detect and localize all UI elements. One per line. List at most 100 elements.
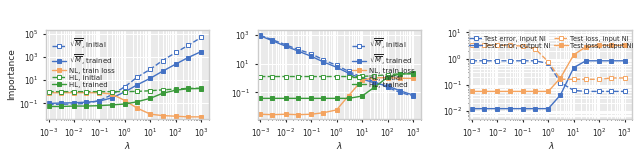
Test error, output NI	[493, 108, 501, 110]
NL, train loss	[333, 109, 340, 111]
Test error, output NI	[545, 108, 552, 110]
$\sqrt{\overline{M}}$, initial	[108, 94, 115, 96]
Test error, input NI	[468, 60, 476, 62]
Test error, input NI	[519, 60, 527, 62]
Test loss, output NI	[506, 90, 513, 92]
Line: HL, initial: HL, initial	[259, 71, 415, 78]
NL, train loss	[371, 77, 378, 79]
NL, train loss	[45, 92, 52, 94]
Line: Test error, output NI: Test error, output NI	[470, 59, 627, 111]
$\sqrt{\overline{M}}$, trained	[396, 90, 403, 92]
$\sqrt{\overline{M}}$, initial	[294, 48, 301, 50]
$\sqrt{\overline{M}}$, trained	[294, 50, 301, 52]
HL, trained	[172, 89, 180, 91]
HL, initial	[383, 74, 391, 76]
Test error, output NI	[570, 67, 577, 69]
NL, train loss	[184, 116, 192, 118]
$\sqrt{\overline{M}}$, initial	[45, 104, 52, 105]
Test error, input NI	[621, 90, 628, 92]
$\sqrt{\overline{M}}$, initial	[307, 53, 315, 55]
Test error, output NI	[621, 60, 628, 62]
Test error, output NI	[519, 108, 527, 110]
NL, train loss	[307, 113, 315, 115]
$\sqrt{\overline{M}}$, trained	[197, 51, 205, 52]
HL, initial	[269, 76, 276, 77]
HL, trained	[133, 101, 141, 103]
NL, train loss	[70, 92, 78, 94]
Test loss, input NI	[557, 78, 564, 80]
HL, trained	[70, 105, 78, 107]
NL, train loss	[294, 114, 301, 116]
NL, train loss	[257, 113, 264, 115]
Test error, input NI	[545, 62, 552, 64]
$\sqrt{\overline{M}}$, initial	[121, 86, 129, 88]
NL, train loss	[383, 77, 391, 79]
Test loss, output NI	[480, 90, 488, 92]
Legend: Test error, input NI, Test error, output NI, Test loss, input NI, Test loss, out: Test error, input NI, Test error, output…	[467, 33, 636, 51]
Test loss, output NI	[531, 90, 539, 92]
X-axis label: $\lambda$: $\lambda$	[124, 140, 131, 151]
$\sqrt{\overline{M}}$, trained	[147, 77, 154, 79]
NL, train loss	[282, 113, 289, 115]
NL, train loss	[159, 115, 166, 117]
Test loss, output NI	[570, 54, 577, 56]
Test error, input NI	[595, 90, 603, 92]
NL, train loss	[269, 114, 276, 116]
HL, initial	[257, 76, 264, 77]
$\sqrt{\overline{M}}$, initial	[133, 76, 141, 78]
$\sqrt{\overline{M}}$, initial	[383, 86, 391, 88]
$\sqrt{\overline{M}}$, trained	[257, 35, 264, 37]
Test error, input NI	[570, 90, 577, 91]
Test loss, input NI	[506, 44, 513, 46]
HL, trained	[257, 97, 264, 99]
NL, train loss	[57, 92, 65, 94]
$\sqrt{\overline{M}}$, trained	[133, 84, 141, 86]
Line: HL, trained: HL, trained	[259, 72, 415, 100]
$\sqrt{\overline{M}}$, initial	[358, 76, 366, 78]
HL, trained	[45, 106, 52, 107]
Line: NL, train loss: NL, train loss	[259, 76, 415, 117]
HL, initial	[396, 73, 403, 75]
HL, initial	[307, 76, 315, 77]
HL, initial	[57, 91, 65, 93]
Test loss, input NI	[545, 61, 552, 63]
Test loss, output NI	[595, 44, 603, 46]
$\sqrt{\overline{M}}$, trained	[57, 102, 65, 104]
$\sqrt{\overline{M}}$, initial	[197, 36, 205, 38]
$\sqrt{\overline{M}}$, trained	[95, 100, 103, 102]
$\sqrt{\overline{M}}$, trained	[319, 61, 327, 63]
$\sqrt{\overline{M}}$, initial	[172, 52, 180, 53]
HL, trained	[319, 97, 327, 99]
HL, trained	[147, 97, 154, 99]
$\sqrt{\overline{M}}$, initial	[396, 91, 403, 93]
Test loss, input NI	[531, 48, 539, 50]
Test loss, input NI	[582, 78, 589, 80]
Test loss, input NI	[480, 44, 488, 46]
HL, trained	[121, 103, 129, 105]
$\sqrt{\overline{M}}$, trained	[45, 103, 52, 104]
$\sqrt{\overline{M}}$, trained	[282, 45, 289, 47]
HL, initial	[184, 87, 192, 89]
HL, initial	[197, 87, 205, 89]
NL, train loss	[172, 115, 180, 117]
HL, initial	[371, 75, 378, 77]
X-axis label: $\lambda$: $\lambda$	[547, 140, 554, 151]
HL, trained	[108, 104, 115, 106]
HL, trained	[159, 92, 166, 94]
Test loss, input NI	[621, 77, 628, 79]
HL, trained	[294, 97, 301, 99]
HL, trained	[307, 97, 315, 99]
HL, trained	[95, 105, 103, 107]
HL, initial	[159, 89, 166, 91]
$\sqrt{\overline{M}}$, initial	[257, 35, 264, 36]
HL, trained	[282, 97, 289, 99]
NL, train loss	[133, 107, 141, 109]
Test loss, output NI	[493, 90, 501, 92]
$\sqrt{\overline{M}}$, initial	[319, 59, 327, 61]
HL, trained	[409, 73, 417, 75]
Y-axis label: Importance: Importance	[8, 48, 17, 100]
HL, trained	[57, 106, 65, 107]
$\sqrt{\overline{M}}$, initial	[159, 60, 166, 62]
Test loss, input NI	[493, 44, 501, 46]
Legend: $\sqrt{\overline{M}}$, initial, $\sqrt{\overline{M}}$, trained, NL, train loss, : $\sqrt{\overline{M}}$, initial, $\sqrt{\…	[349, 34, 417, 90]
